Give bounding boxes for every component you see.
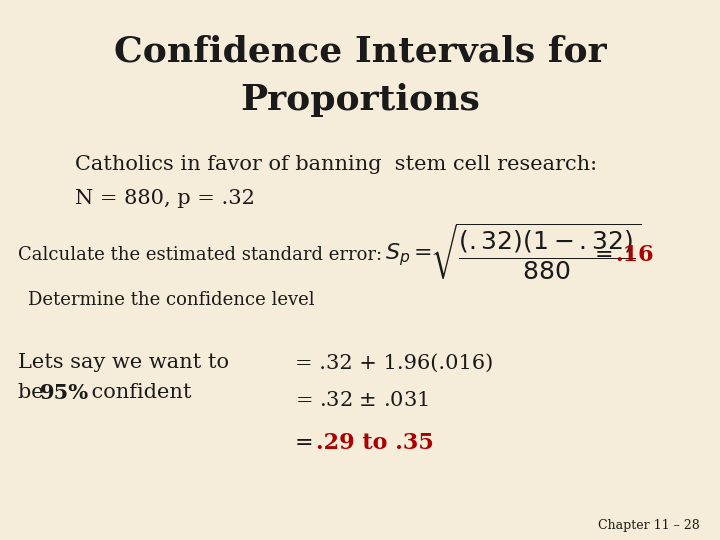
Text: =: = xyxy=(595,244,613,266)
Text: confident: confident xyxy=(85,383,192,402)
Text: .16: .16 xyxy=(615,244,654,266)
Text: Confidence Intervals for: Confidence Intervals for xyxy=(114,35,606,69)
Text: Calculate the estimated standard error:: Calculate the estimated standard error: xyxy=(18,246,382,264)
Text: Chapter 11 – 28: Chapter 11 – 28 xyxy=(598,518,700,531)
Text: $\sqrt{\dfrac{(.32)(1-.32)}{880}}$: $\sqrt{\dfrac{(.32)(1-.32)}{880}}$ xyxy=(430,222,642,282)
Text: $S_p =$: $S_p =$ xyxy=(385,241,432,268)
Text: Catholics in favor of banning  stem cell research:: Catholics in favor of banning stem cell … xyxy=(75,156,597,174)
Text: = .32 $\pm$ .031: = .32 $\pm$ .031 xyxy=(295,390,428,409)
Text: N = 880, p = .32: N = 880, p = .32 xyxy=(75,188,255,207)
Text: Lets say we want to: Lets say we want to xyxy=(18,354,229,373)
Text: 95%: 95% xyxy=(40,383,89,403)
Text: =: = xyxy=(295,432,320,454)
Text: .29 to .35: .29 to .35 xyxy=(316,432,433,454)
Text: = .32 + 1.96(.016): = .32 + 1.96(.016) xyxy=(295,354,493,373)
Text: be: be xyxy=(18,383,50,402)
Text: Determine the confidence level: Determine the confidence level xyxy=(28,291,315,309)
Text: Proportions: Proportions xyxy=(240,83,480,117)
